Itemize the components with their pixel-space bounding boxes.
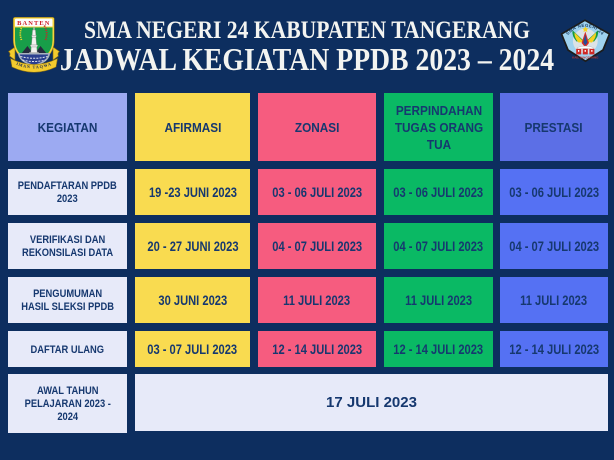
svg-text:IMAN TAQWA: IMAN TAQWA: [16, 61, 53, 69]
svg-text:BANTEN: BANTEN: [17, 20, 50, 27]
svg-text:KAB.TANGERANG: KAB.TANGERANG: [572, 56, 599, 60]
